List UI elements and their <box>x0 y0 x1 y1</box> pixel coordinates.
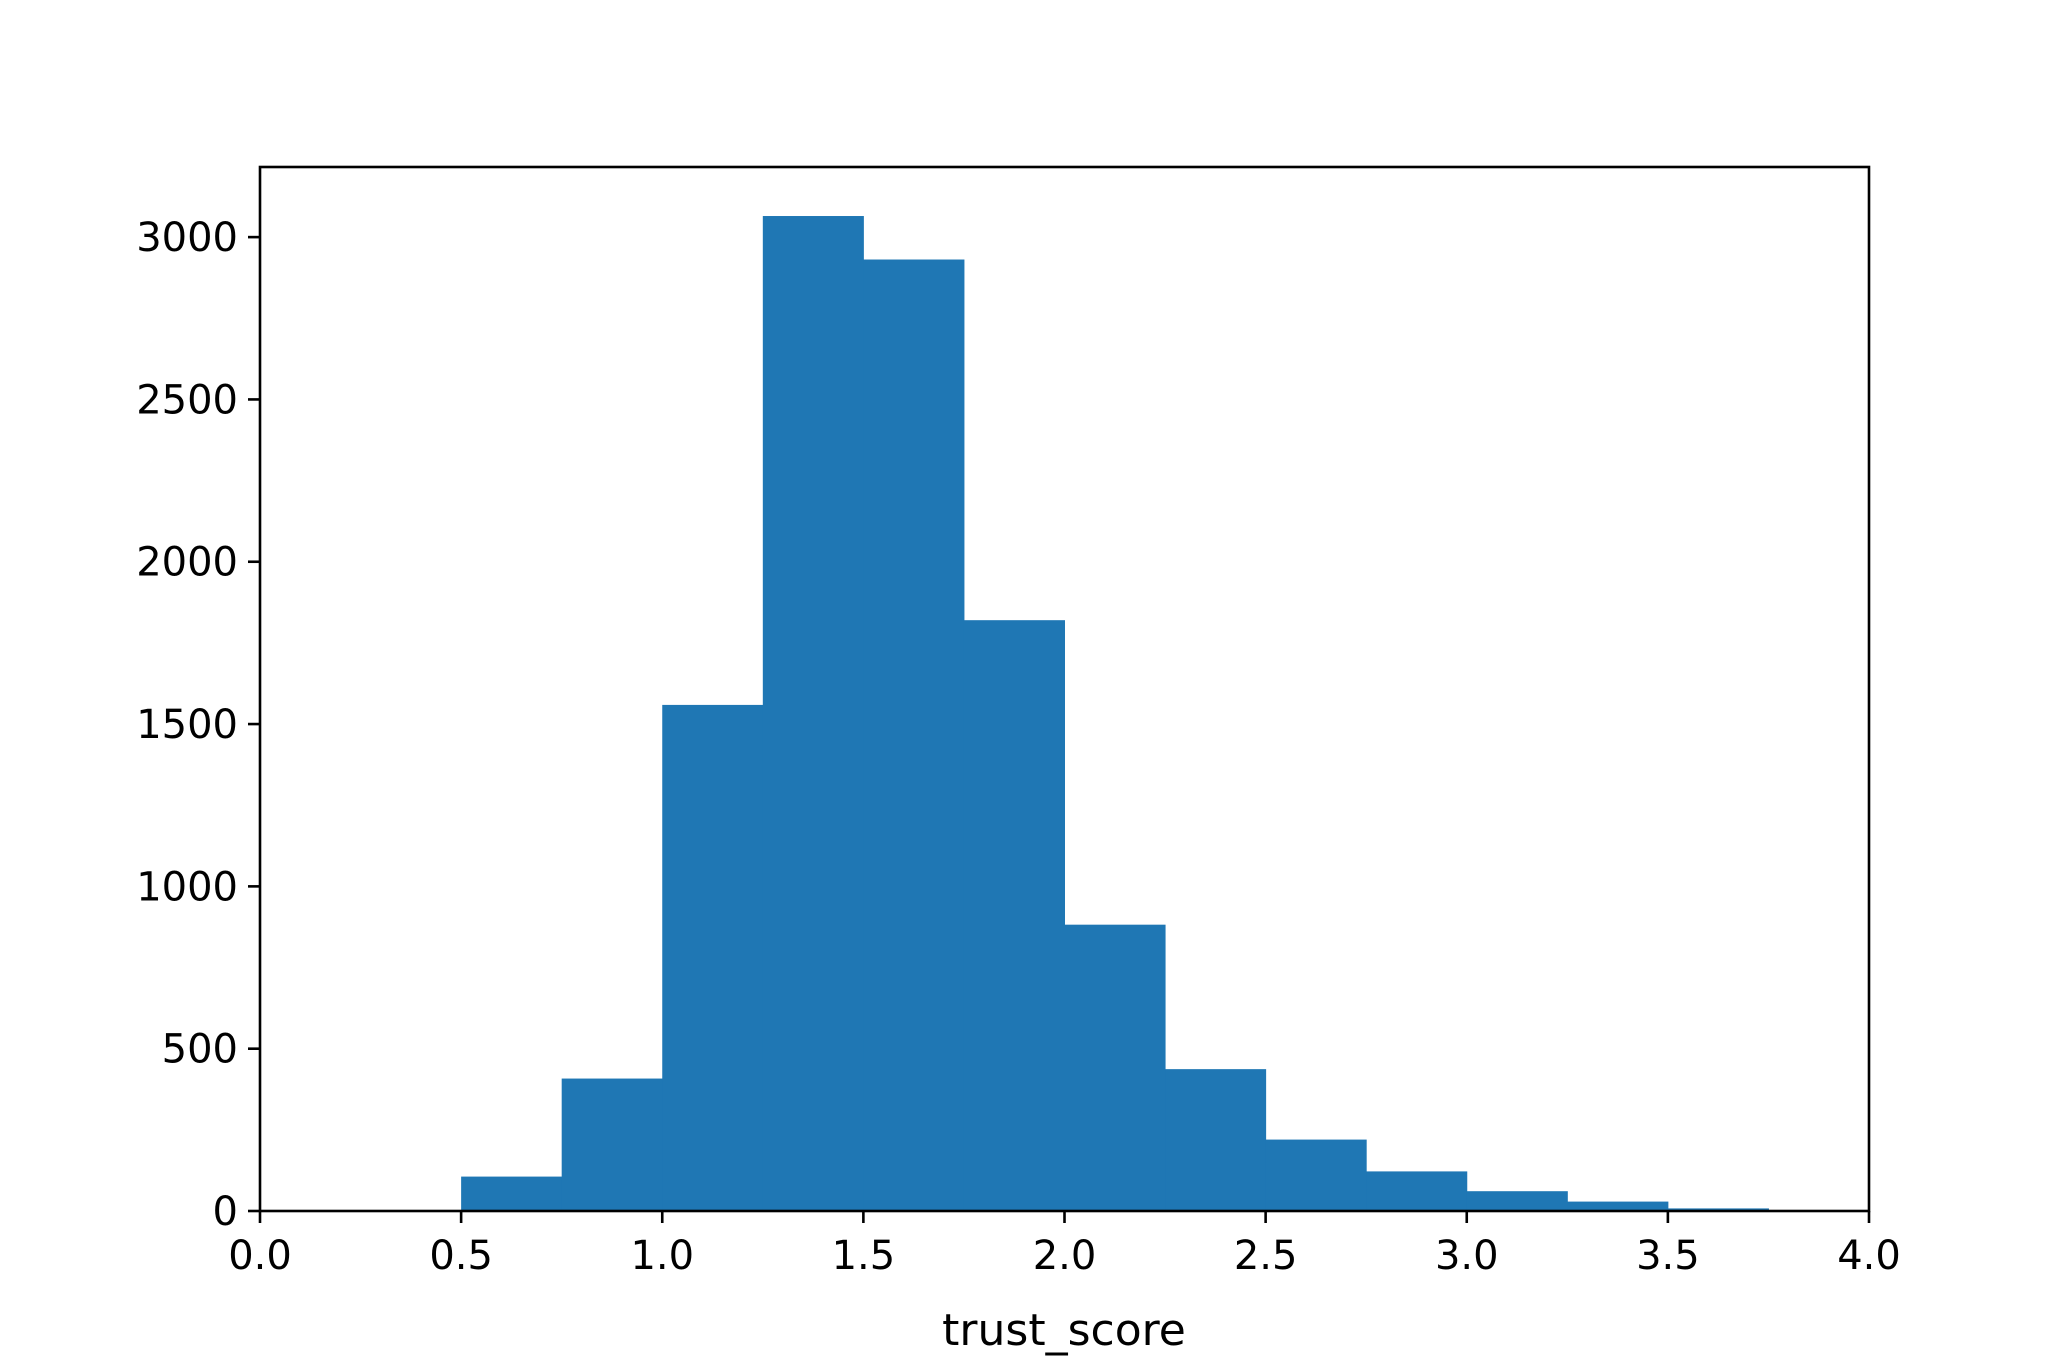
histogram-bar <box>1265 1139 1367 1211</box>
x-axis: 0.0 0.5 1.0 1.5 2.0 2.5 3.0 3.5 4.0 <box>228 1211 1901 1279</box>
histogram-bar <box>762 216 864 1211</box>
x-tick-label: 1.5 <box>832 1233 896 1279</box>
x-tick-label: 2.5 <box>1234 1233 1298 1279</box>
x-axis-label: trust_score <box>942 1305 1186 1356</box>
x-tick-label: 4.0 <box>1837 1233 1901 1279</box>
x-tick-label: 3.0 <box>1435 1233 1499 1279</box>
x-tick-label: 0.0 <box>228 1233 292 1279</box>
y-tick-label: 2000 <box>136 540 238 586</box>
y-tick-label: 1000 <box>136 864 238 910</box>
histogram-bar <box>461 1176 563 1211</box>
histogram-bar <box>662 704 764 1211</box>
histogram-bar <box>863 259 965 1211</box>
histogram-bar <box>1366 1171 1468 1211</box>
x-tick-label: 0.5 <box>429 1233 493 1279</box>
y-tick-label: 2500 <box>136 377 238 423</box>
histogram-bar <box>1466 1191 1568 1211</box>
histogram-bar <box>963 620 1065 1211</box>
y-axis: 0 500 1000 1500 2000 2500 3000 <box>136 215 260 1235</box>
x-tick-label: 1.0 <box>630 1233 694 1279</box>
bars <box>461 216 1769 1211</box>
x-tick-label: 2.0 <box>1033 1233 1097 1279</box>
histogram-bar <box>1064 924 1166 1211</box>
y-tick-label: 0 <box>213 1189 238 1235</box>
x-tick-label: 3.5 <box>1636 1233 1700 1279</box>
histogram-bar <box>561 1078 663 1211</box>
y-tick-label: 1500 <box>136 702 238 748</box>
y-tick-label: 3000 <box>136 215 238 261</box>
histogram-bar <box>1165 1069 1267 1211</box>
histogram-bar <box>1567 1201 1669 1211</box>
y-tick-label: 500 <box>162 1027 238 1073</box>
